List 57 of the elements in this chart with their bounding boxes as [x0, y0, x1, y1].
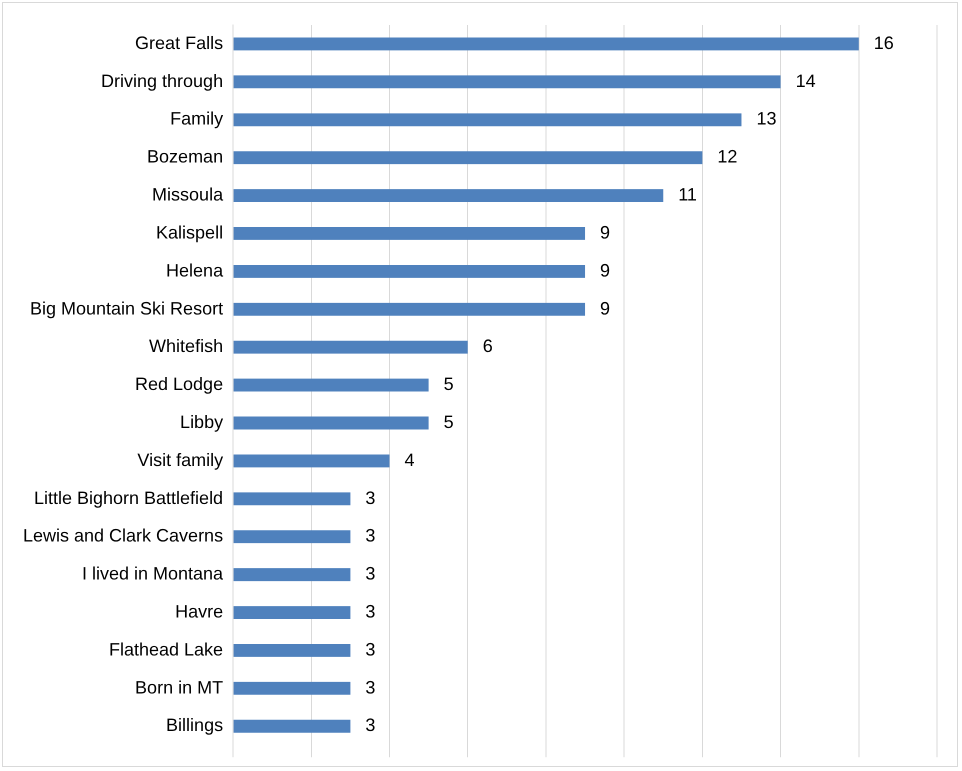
bar [234, 568, 350, 582]
y-tick-label: Bozeman [147, 146, 224, 167]
bar [234, 264, 586, 278]
y-tick-label: Red Lodge [135, 374, 224, 394]
y-tick-label: Lewis and Clark Caverns [22, 526, 224, 546]
y-tick-label: Helena [166, 260, 224, 280]
bar [234, 189, 664, 202]
y-tick-label: Havre [175, 602, 224, 622]
data-label: 16 [874, 32, 894, 53]
bar [234, 720, 350, 733]
data-label: 9 [600, 222, 610, 242]
data-label: 6 [482, 336, 493, 356]
y-tick-label: Billings [166, 715, 224, 736]
bar [234, 151, 702, 164]
y-tick-label: Libby [180, 412, 224, 432]
data-label: 13 [756, 108, 776, 129]
data-label: 5 [444, 374, 454, 394]
bar [234, 530, 350, 544]
data-label: 12 [717, 146, 738, 167]
bar [234, 38, 859, 50]
data-label: 3 [365, 677, 376, 698]
data-label: 3 [365, 488, 376, 508]
bar [234, 227, 586, 240]
data-label: 11 [678, 184, 697, 205]
bar [234, 454, 390, 468]
data-label: 9 [600, 298, 610, 318]
y-tick-label: Great Falls [135, 32, 224, 53]
data-label: 3 [365, 602, 376, 622]
bar [234, 682, 350, 695]
data-label: 3 [365, 639, 376, 660]
y-tick-label: Little Bighorn Battlefield [34, 488, 224, 508]
y-tick-label: Born in MT [135, 677, 224, 698]
bar [234, 492, 350, 506]
data-label: 4 [404, 450, 415, 470]
y-tick-label: Flathead Lake [108, 639, 224, 660]
data-label: 14 [796, 70, 816, 91]
data-label: 5 [444, 412, 454, 432]
y-tick-label: Family [170, 108, 224, 129]
data-label: 9 [600, 260, 610, 280]
data-label: 3 [365, 564, 376, 584]
y-tick-label: Big Mountain Ski Resort [30, 298, 224, 318]
bar [234, 302, 586, 316]
bar [234, 113, 742, 126]
bar [234, 606, 350, 619]
bar [234, 416, 429, 430]
y-tick-label: Driving through [101, 70, 224, 91]
bar [234, 340, 468, 354]
data-label: 3 [365, 526, 376, 546]
y-tick-label: Kalispell [156, 222, 224, 242]
data-label: 3 [365, 715, 376, 736]
y-tick-label: Whitefish [149, 336, 224, 356]
y-tick-label: Missoula [152, 184, 224, 205]
bar [234, 378, 429, 392]
bar [234, 644, 350, 657]
y-tick-label: I lived in Montana [82, 564, 224, 584]
bar [234, 75, 781, 88]
y-tick-label: Visit family [137, 450, 224, 470]
